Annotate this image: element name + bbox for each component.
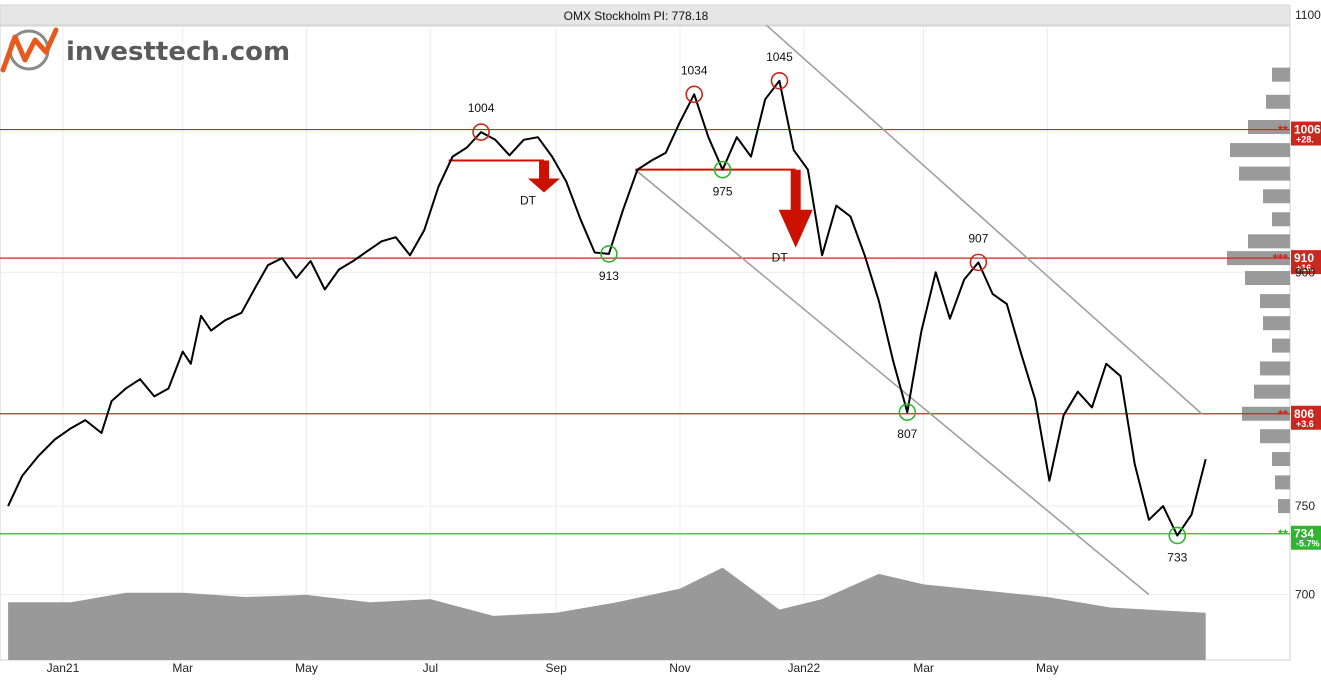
volume-profile-bar <box>1266 94 1290 109</box>
level-badge <box>1291 121 1321 146</box>
volume-profile-bar <box>1275 475 1290 490</box>
level-stars: ** <box>1278 527 1289 542</box>
volume-profile-bar <box>1263 189 1290 204</box>
volume-profile-bar <box>1260 361 1290 376</box>
level-change-label: +28. <box>1296 135 1314 145</box>
dt-label: DT <box>520 194 537 208</box>
annotation-label: 733 <box>1167 550 1187 564</box>
volume-profile-bar <box>1230 143 1290 158</box>
annotation-label: 807 <box>897 427 917 441</box>
brand-logo: investtech.com <box>0 27 290 73</box>
trend-channel-lower <box>634 169 1150 596</box>
y-tick-label: 700 <box>1295 588 1315 602</box>
trough-marker-icon <box>713 160 732 179</box>
volume-profile-bar <box>1245 271 1290 286</box>
level-badge <box>1291 250 1321 275</box>
annotation-label: 1045 <box>766 50 793 64</box>
plot-frame <box>0 25 1291 661</box>
trend-channel-upper <box>754 14 1203 415</box>
peak-marker-icon <box>472 123 490 141</box>
annotation-label: 907 <box>968 231 988 245</box>
x-tick-label: May <box>295 661 318 675</box>
volume-profile-bar <box>1272 338 1290 353</box>
logo-mark-icon <box>0 27 59 73</box>
y-tick-label: 1100 <box>1295 8 1321 22</box>
annotation-label: 1004 <box>468 101 495 115</box>
x-tick-label: May <box>1036 661 1059 675</box>
y-tick-label: 750 <box>1295 499 1315 513</box>
annotation-label: 913 <box>599 269 619 283</box>
price-series <box>7 79 1207 537</box>
x-tick-label: Jan22 <box>787 661 820 675</box>
peak-marker-icon <box>770 71 789 90</box>
trough-marker-icon <box>898 403 917 421</box>
volume-area-shape <box>8 567 1206 660</box>
level-value-label: 734 <box>1294 527 1314 541</box>
x-tick-label: Jul <box>423 661 438 675</box>
volume-profile-bar <box>1239 166 1290 181</box>
y-tick-label: 900 <box>1295 265 1315 279</box>
peak-marker-icon <box>685 85 703 104</box>
level-value-label: 910 <box>1294 251 1314 265</box>
volume-profile <box>1227 67 1290 514</box>
dt-arrow-icon <box>528 160 560 193</box>
chart-title: OMX Stockholm PI: 778.18 <box>564 9 709 23</box>
grid <box>0 14 1291 661</box>
annotation-label: 975 <box>713 185 733 199</box>
volume-profile-bar <box>1254 384 1290 399</box>
level-change-label: +3.6 <box>1296 419 1314 429</box>
volume-profile-bar <box>1248 119 1290 134</box>
level-badge <box>1291 405 1321 430</box>
dt-arrow-icon <box>778 169 813 248</box>
annotation-label: 1034 <box>681 63 708 77</box>
x-tick-label: Jan21 <box>47 661 80 675</box>
trough-marker-icon <box>600 245 618 263</box>
level-change-label: +16. <box>1296 263 1314 273</box>
level-value-label: 806 <box>1294 407 1314 421</box>
x-tick-label: Mar <box>913 661 934 675</box>
axes: Jan21 Mar May Jul Sep Nov Jan22 Mar May 700 750 900… <box>47 8 1321 675</box>
level-value-label: 1006 <box>1294 123 1321 137</box>
volume-area <box>8 567 1206 660</box>
x-tick-label: Mar <box>172 661 193 675</box>
volume-profile-bar <box>1263 316 1290 331</box>
trend-channel <box>634 14 1203 596</box>
volume-profile-bar <box>1272 452 1290 467</box>
volume-profile-bar <box>1260 429 1290 444</box>
price-annotations: 1004 913 1034 975 1045 807 907 733 <box>468 50 1188 565</box>
x-tick-label: Sep <box>545 661 567 675</box>
level-change-label: -5.7% <box>1296 539 1320 549</box>
level-stars: ** <box>1278 407 1289 422</box>
brand-name: investtech.com <box>66 37 290 67</box>
volume-profile-bar <box>1272 212 1290 227</box>
level-stars: *** <box>1273 251 1289 266</box>
dt-signals: DT DT <box>448 159 813 265</box>
trough-marker-icon <box>1168 526 1187 545</box>
support-resistance-lines: ** 1006+28. *** 910+16. ** 806+3.6 ** 734-5.7% <box>0 121 1321 550</box>
title-bar: OMX Stockholm PI: 778.18 <box>0 4 1291 26</box>
x-tick-label: Nov <box>669 661 690 675</box>
level-stars: ** <box>1278 123 1289 138</box>
dt-label: DT <box>772 251 789 265</box>
price-line <box>7 79 1207 537</box>
volume-profile-bar <box>1260 294 1290 309</box>
peak-marker-icon <box>969 253 988 272</box>
level-badge <box>1291 525 1321 550</box>
volume-profile-bar <box>1278 499 1290 514</box>
volume-profile-bar <box>1272 67 1290 82</box>
volume-profile-bar <box>1248 234 1290 249</box>
